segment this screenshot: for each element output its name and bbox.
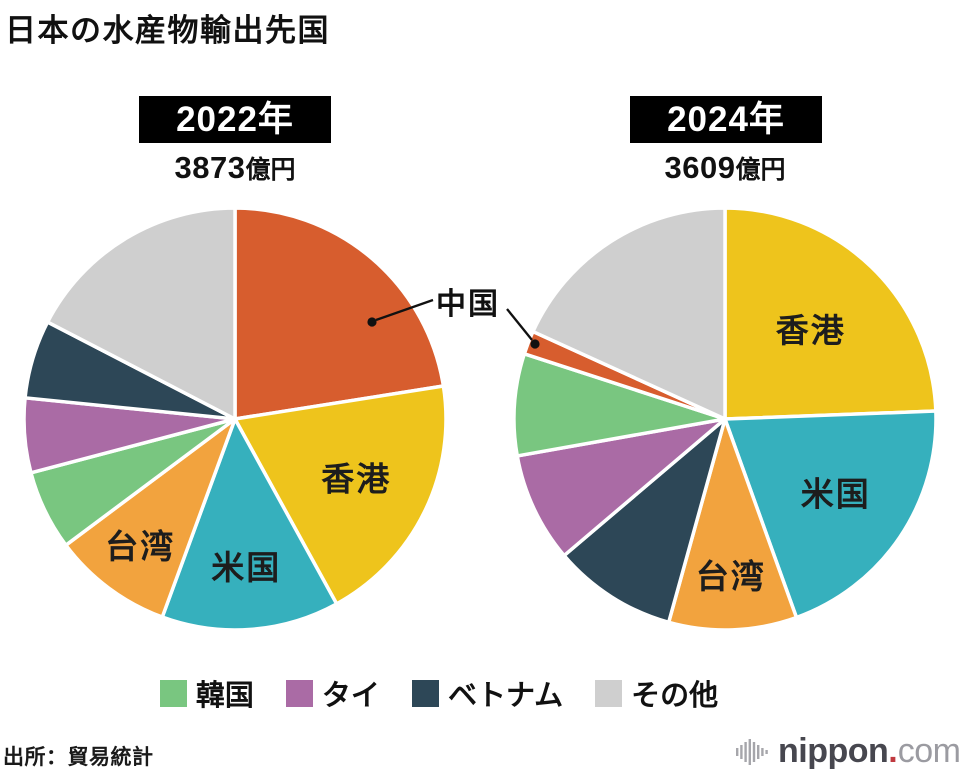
- slice-label-台湾: 台湾: [696, 558, 766, 595]
- callout-label-china: 中国: [436, 288, 500, 321]
- legend-label: ベトナム: [447, 680, 564, 712]
- pie-slice-その他: [531, 206, 727, 421]
- legend-label: 韓国: [195, 680, 254, 712]
- legend-swatch: [285, 679, 313, 707]
- pie-slice-ベトナム: [562, 417, 727, 625]
- logo-text: nippon.com: [778, 732, 960, 771]
- legend-item-その他: その他: [595, 672, 718, 714]
- year-badge-2024: 2024年: [630, 96, 822, 143]
- pie-slice-米国: [160, 417, 339, 632]
- legend-label: その他: [631, 680, 719, 712]
- total-number-2022: 3873: [174, 150, 246, 185]
- pie-slice-韓国: [512, 352, 727, 458]
- pie-slice-香港: [233, 384, 448, 606]
- page-title: 日本の水産物輸出先国: [5, 13, 330, 48]
- total-value-2024: 3609億円: [565, 150, 885, 186]
- soundwave-icon: [736, 738, 768, 765]
- pie-slice-その他: [45, 206, 237, 421]
- pie-slice-台湾: [64, 417, 237, 619]
- legend-item-韓国: 韓国: [159, 672, 254, 714]
- pie-slice-米国: [723, 409, 938, 620]
- legend-swatch: [159, 679, 187, 707]
- logo-tld: com: [897, 732, 960, 770]
- slice-label-台湾: 台湾: [105, 528, 175, 565]
- pie-slice-中国: [233, 206, 446, 421]
- source-note: 出所：貿易統計: [3, 746, 154, 769]
- year-badge-2022: 2022年: [139, 96, 331, 143]
- pie-slice-香港: [723, 206, 938, 421]
- slice-label-米国: 米国: [211, 549, 281, 586]
- slice-label-香港: 香港: [321, 460, 391, 497]
- total-unit-2024: 億円: [735, 156, 786, 184]
- legend-label: タイ: [321, 680, 380, 712]
- legend-item-タイ: タイ: [285, 672, 380, 714]
- legend: 韓国 タイ ベトナム その他: [0, 672, 919, 714]
- total-value-2022: 3873億円: [75, 150, 395, 186]
- total-number-2024: 3609: [664, 150, 736, 185]
- legend-swatch: [595, 679, 623, 707]
- total-unit-2022: 億円: [245, 156, 296, 184]
- logo-brand: nippon: [778, 732, 889, 770]
- pie-slice-タイ: [515, 417, 727, 558]
- logo-dot: .: [888, 732, 898, 770]
- slice-label-香港: 香港: [776, 312, 846, 349]
- pie-slice-台湾: [666, 417, 799, 632]
- legend-item-ベトナム: ベトナム: [411, 672, 564, 714]
- slice-label-米国: 米国: [801, 476, 871, 513]
- legend-swatch: [411, 679, 439, 707]
- nippon-com-logo: nippon.com: [736, 732, 960, 771]
